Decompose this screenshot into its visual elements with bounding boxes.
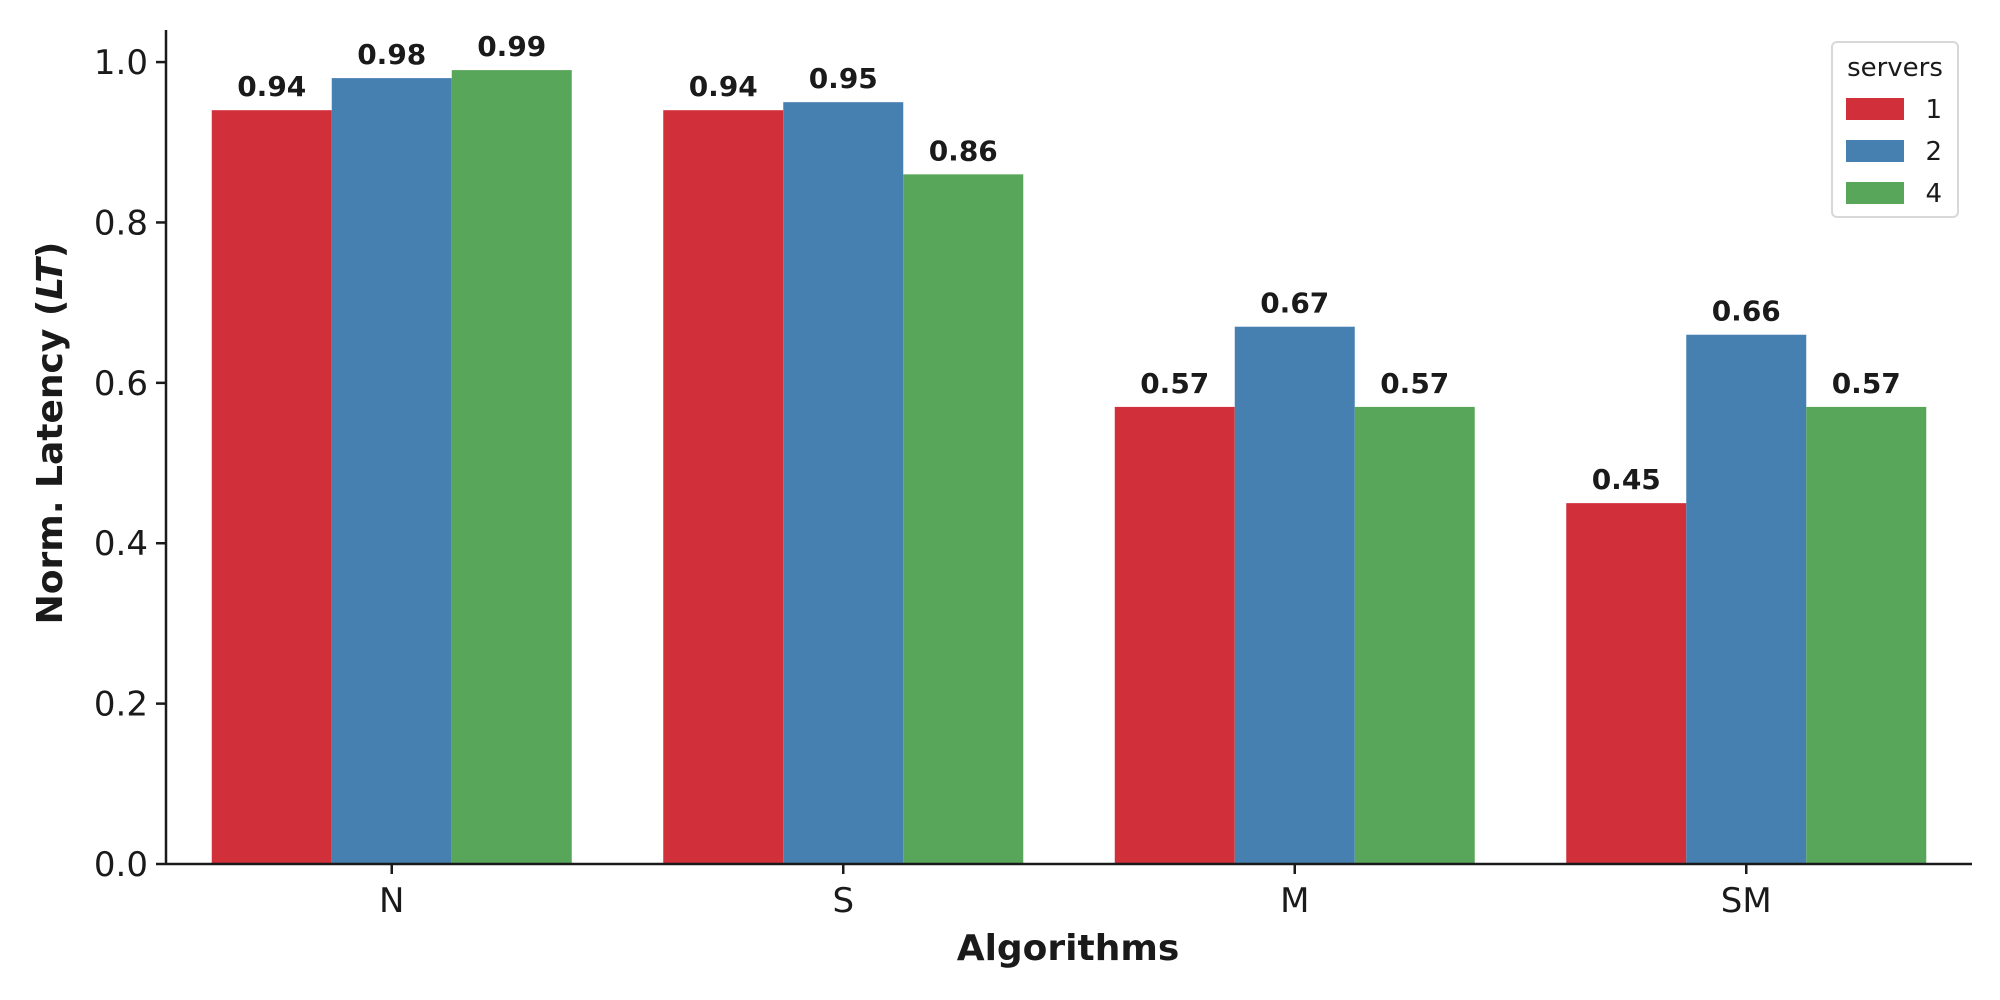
bar-n-series-1 [211,110,332,864]
y-tick-label: 0.8 [94,203,148,243]
legend-items: 1 2 4 [1846,95,1942,209]
bar-n-series-2 [331,78,452,865]
bar-sm-series-1 [1566,503,1687,864]
value-label-m-series-2: 0.67 [1260,287,1329,320]
axes-group: 0.00.20.40.60.81.0N S M SM [94,30,1972,921]
bar-m-series-1 [1114,406,1235,864]
bar-m-series-4 [1354,406,1475,864]
legend: servers 1 2 4 [1831,41,1959,218]
y-tick-label: 0.6 [94,364,148,404]
y-tick-label: 1.0 [94,43,148,83]
legend-label-1: 1 [1925,95,1942,125]
legend-frame [1831,41,1959,218]
y-tick-label: 0.2 [94,685,148,725]
value-label-s-series-4: 0.86 [929,134,998,167]
value-label-s-series-1: 0.94 [689,70,758,103]
bar-sm-series-2 [1686,334,1807,864]
legend-label-2: 2 [1925,137,1942,167]
legend-title: servers [1847,53,1943,83]
y-tick-label: 0.0 [94,845,148,885]
value-label-sm-series-4: 0.57 [1832,367,1901,400]
x-tick-label-n: N [379,881,404,921]
bar-s-series-1 [663,110,784,864]
bar-m-series-2 [1234,326,1355,864]
bar-sm-series-4 [1806,406,1927,864]
value-label-sm-series-2: 0.66 [1712,295,1781,328]
legend-swatch-1 [1846,98,1904,120]
value-label-m-series-1: 0.57 [1140,367,1209,400]
x-tick-label-s: S [832,881,854,921]
bar-n-series-4 [451,70,572,865]
x-tick-label-m: M [1280,881,1309,921]
value-label-n-series-4: 0.99 [477,30,546,63]
value-label-n-series-1: 0.94 [237,70,306,103]
y-axis-title-end: ) [30,242,71,258]
legend-swatch-4 [1846,182,1904,204]
bar-s-series-2 [783,102,904,864]
y-axis-title: Norm. Latency (LT) [30,242,71,625]
x-tick-label-sm: SM [1721,881,1772,921]
legend-label-4: 4 [1925,179,1942,209]
bars-group [211,70,1927,865]
x-axis-title: Algorithms [957,928,1180,969]
value-label-n-series-2: 0.98 [357,38,426,71]
value-label-sm-series-1: 0.45 [1592,463,1661,496]
y-axis-title-italic: LT [30,256,71,300]
value-label-s-series-2: 0.95 [809,62,878,95]
legend-swatch-2 [1846,140,1904,162]
bar-s-series-4 [903,174,1024,864]
y-tick-label: 0.4 [94,524,148,564]
y-axis-title-main: Norm. Latency ( [30,300,71,625]
value-label-m-series-4: 0.57 [1380,367,1449,400]
value-labels-group: 0.94 0.94 0.57 0.45 0.98 0.95 0.67 0.66 0.99 0.86… [237,30,1901,496]
